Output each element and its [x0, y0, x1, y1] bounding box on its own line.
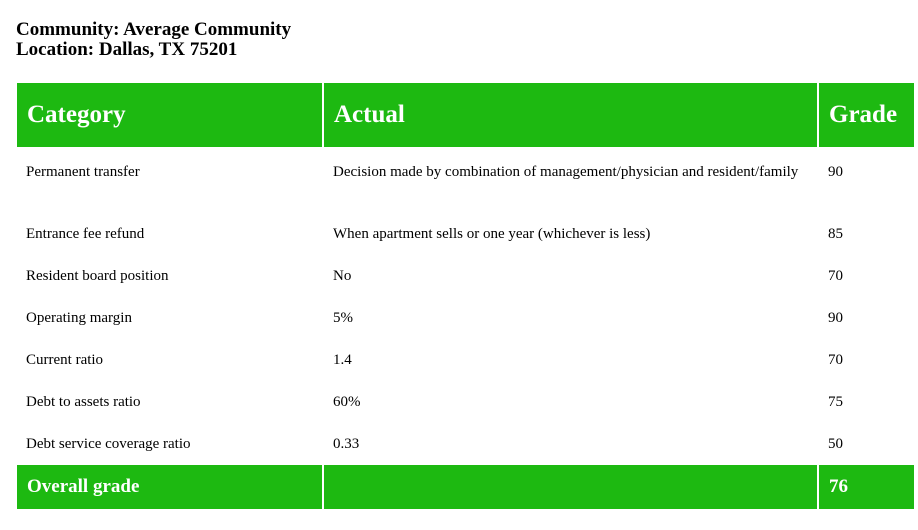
community-line: Community: Average Community: [16, 19, 292, 40]
category-cell: Debt to assets ratio: [26, 394, 141, 410]
overall-grade-label: Overall grade: [15, 463, 324, 511]
category-cell: Permanent transfer: [26, 164, 140, 180]
grade-cell: 85: [828, 226, 843, 242]
overall-grade-value: 76: [817, 463, 916, 511]
grade-cell: 70: [828, 268, 843, 284]
column-header-actual: Actual: [322, 81, 819, 149]
table-row: Debt to assets ratio 60% 75: [16, 379, 915, 421]
column-header-grade: Grade: [817, 81, 916, 149]
grade-cell: 90: [828, 164, 843, 180]
table-row: Debt service coverage ratio 0.33 50: [16, 421, 915, 464]
grade-cell: 75: [828, 394, 843, 410]
table-header-row: Category Actual Grade: [15, 81, 916, 149]
table-row: Operating margin 5% 90: [16, 295, 915, 337]
category-cell: Current ratio: [26, 352, 104, 368]
category-cell: Operating margin: [26, 310, 132, 326]
page-header: Community: Average Community Location: D…: [16, 20, 291, 60]
actual-cell: 1.4: [333, 352, 352, 368]
table-row: Entrance fee refund When apartment sells…: [16, 211, 915, 253]
grade-cell: 70: [828, 352, 843, 368]
overall-grade-row: Overall grade 76: [15, 463, 916, 511]
grade-table: Category Actual Grade Permanent transfer…: [15, 81, 916, 511]
grade-cell: 50: [828, 436, 843, 452]
table-row: Permanent transfer Decision made by comb…: [16, 148, 915, 211]
category-cell: Resident board position: [26, 268, 169, 284]
category-cell: Debt service coverage ratio: [26, 436, 191, 452]
location-line: Location: Dallas, TX 75201: [16, 39, 238, 60]
category-cell: Entrance fee refund: [26, 226, 145, 242]
overall-grade-actual: [322, 463, 819, 511]
column-header-category: Category: [15, 81, 324, 149]
table-row: Resident board position No 70: [16, 253, 915, 295]
actual-cell: No: [333, 268, 352, 284]
actual-cell: 0.33: [333, 436, 360, 452]
actual-cell: Decision made by combination of manageme…: [333, 164, 799, 180]
table-row: Current ratio 1.4 70: [16, 337, 915, 379]
actual-cell: When apartment sells or one year (whiche…: [333, 226, 651, 242]
actual-cell: 5%: [333, 310, 353, 326]
actual-cell: 60%: [333, 394, 361, 410]
grade-cell: 90: [828, 310, 843, 326]
